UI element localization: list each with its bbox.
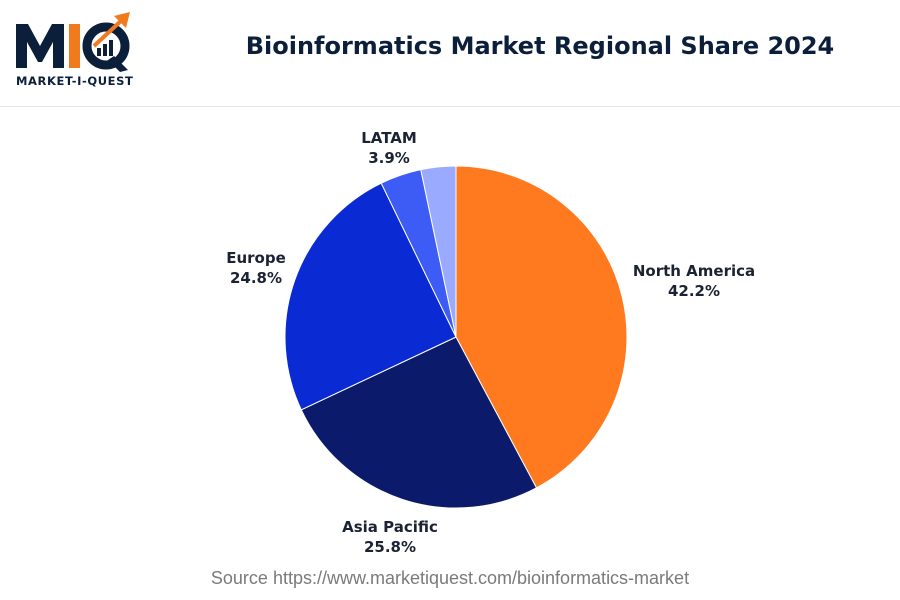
pie-slice-asia-pacific	[300, 336, 538, 509]
logo-text: MARKET-I-QUEST	[16, 74, 134, 88]
pie-labels: North America 42.2% Asia Pacific 25.8% Europ…	[226, 129, 755, 556]
slice-label-latam: LATAM	[361, 129, 417, 147]
brand-logo[interactable]: MARKET-I-QUEST	[14, 10, 144, 94]
slice-value-latam: 3.9%	[368, 149, 410, 167]
chart-title: Bioinformatics Market Regional Share 202…	[245, 32, 835, 60]
slice-label-asia-pacific: Asia Pacific	[342, 518, 438, 536]
pie-slice-unlabeled-4	[420, 165, 457, 338]
slice-label-north-america: North America	[633, 262, 755, 280]
header: MARKET-I-QUEST Bioinformatics Market Reg…	[0, 0, 900, 107]
logo-mark-icon	[16, 12, 130, 72]
slice-label-europe: Europe	[226, 249, 286, 267]
slice-value-europe: 24.8%	[230, 269, 282, 287]
pie-slices	[284, 165, 628, 509]
slice-value-asia-pacific: 25.8%	[364, 538, 416, 556]
pie-slice-north-america	[455, 165, 628, 489]
source-note: Source https://www.marketiquest.com/bioi…	[210, 568, 690, 588]
slice-value-north-america: 42.2%	[668, 282, 720, 300]
pie-slice-europe	[284, 182, 457, 411]
